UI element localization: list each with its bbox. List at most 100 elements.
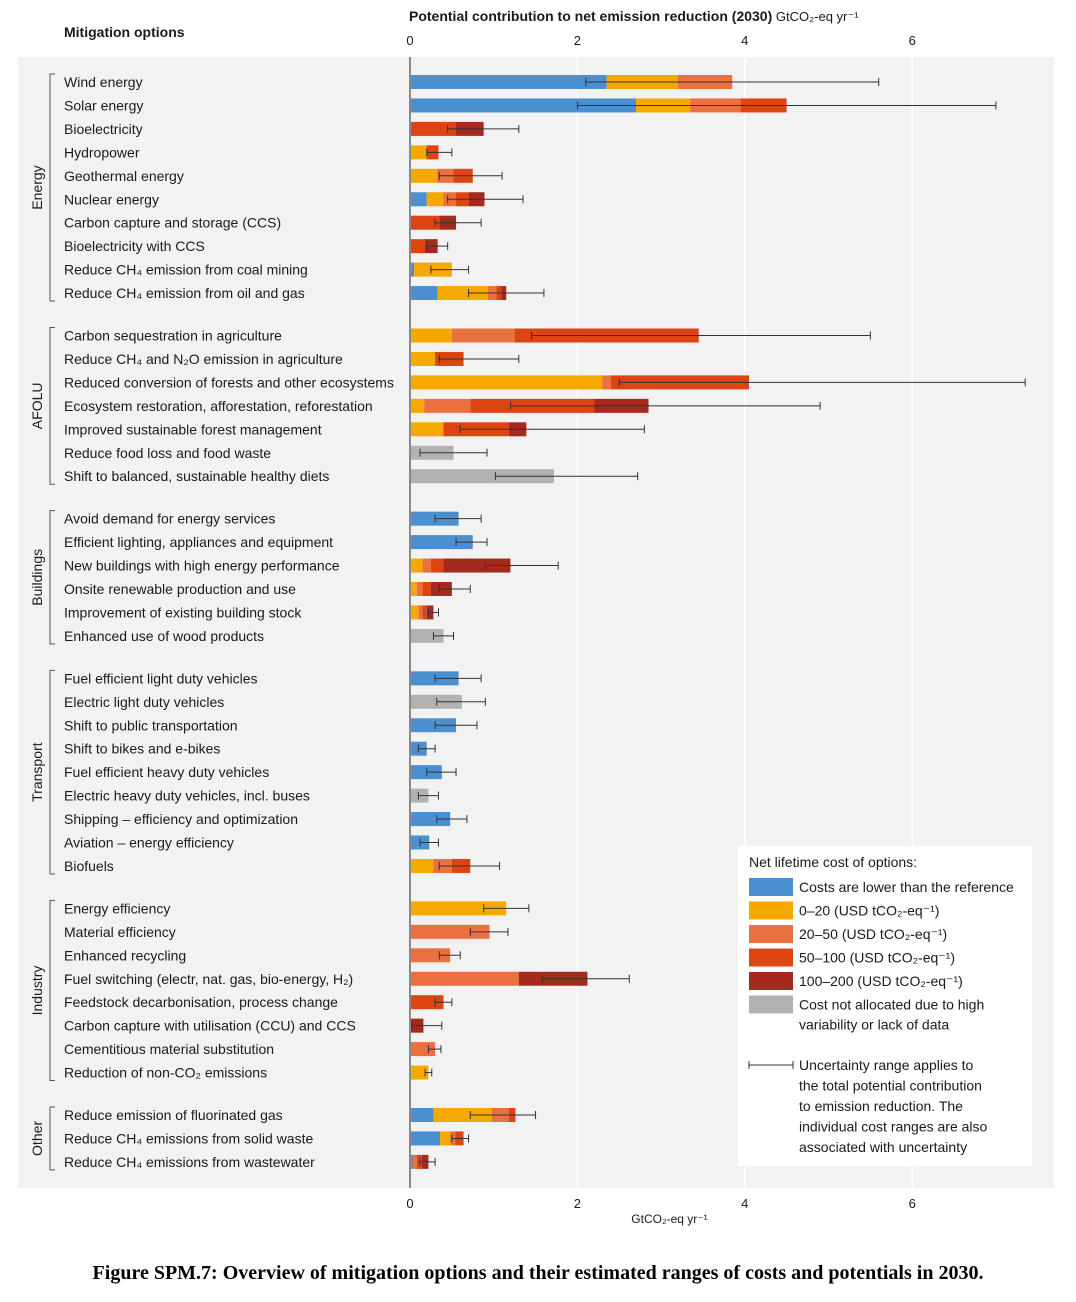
legend-label-line: 0–20 (USD tCO₂-eq⁻¹) xyxy=(799,903,939,919)
option-label: Biofuels xyxy=(64,858,114,874)
error-bar xyxy=(419,1157,436,1166)
legend-label-c0_20: 0–20 (USD tCO₂-eq⁻¹) xyxy=(799,903,939,919)
bar-segment-c0_20 xyxy=(410,582,417,596)
bar-segment-c0_20 xyxy=(410,1065,429,1080)
bar-segment-c0_20 xyxy=(410,328,452,343)
bar-segment-c20_50 xyxy=(412,1154,417,1169)
legend-note-line: Uncertainty range applies to xyxy=(799,1057,974,1073)
sector-label: Energy xyxy=(29,165,45,209)
legend-note-line: associated with uncertainty xyxy=(799,1139,967,1155)
bar-segment-c50_100 xyxy=(410,239,426,254)
option-label: Reduction of non-CO₂ emissions xyxy=(64,1065,267,1081)
option-label: Reduced conversion of forests and other … xyxy=(64,374,394,390)
sector-label: Buildings xyxy=(29,549,45,606)
option-label: Carbon sequestration in agriculture xyxy=(64,328,282,344)
legend-label-na: Cost not allocated due to high variabilit… xyxy=(799,997,984,1033)
bar-segment-c20_50 xyxy=(451,328,515,343)
option-label: Shipping – efficiency and optimization xyxy=(64,811,298,827)
x-tick-top-4: 4 xyxy=(741,33,748,48)
error-bar xyxy=(419,448,488,457)
legend-label-line: 50–100 (USD tCO₂-eq⁻¹) xyxy=(799,950,955,966)
legend-label-line: Costs are lower than the reference xyxy=(799,879,1014,895)
option-label: Improved sustainable forest management xyxy=(64,421,322,437)
x-tick-top-0: 0 xyxy=(406,33,413,48)
bar-segment-c0_20 xyxy=(410,398,425,413)
sector-label: Industry xyxy=(29,966,45,1016)
chart-title: Potential contribution to net emission r… xyxy=(409,8,859,24)
bar-segment-lower xyxy=(410,286,438,301)
error-bar xyxy=(417,744,436,753)
error-bar xyxy=(426,242,449,251)
option-label: Nuclear energy xyxy=(64,191,159,207)
bar-segment-c20_50 xyxy=(410,971,519,986)
option-label: Improvement of existing building stock xyxy=(64,604,302,620)
bar-segment-lower xyxy=(410,812,451,827)
row-header: Mitigation options xyxy=(64,24,185,40)
error-bar xyxy=(509,401,821,410)
error-bar xyxy=(447,124,520,133)
error-bar xyxy=(494,472,639,481)
legend-label-line: 100–200 (USD tCO₂-eq⁻¹) xyxy=(799,973,963,989)
option-label: Fuel switching (electr, nat. gas, bio-en… xyxy=(64,971,353,987)
error-bar xyxy=(576,101,997,110)
error-bar xyxy=(426,148,453,157)
legend-swatch-na xyxy=(749,995,793,1014)
error-bar xyxy=(541,974,630,983)
option-label: Hydropower xyxy=(64,144,140,160)
figure-caption: Figure SPM.7: Overview of mitigation opt… xyxy=(92,1262,984,1284)
sector-bracket xyxy=(49,1106,55,1171)
bar-segment-c50_100 xyxy=(410,121,457,136)
bar-segment-lower xyxy=(410,262,415,277)
option-label: Avoid demand for energy services xyxy=(64,511,275,527)
error-bar xyxy=(434,674,482,683)
option-label: Bioelectricity xyxy=(64,121,143,137)
option-label: Reduce CH₄ and N₂O emission in agricultu… xyxy=(64,351,343,367)
option-label: Carbon capture and storage (CCS) xyxy=(64,215,281,231)
option-label: Wind energy xyxy=(64,74,143,90)
option-label: Reduce CH₄ emission from coal mining xyxy=(64,262,308,278)
bar-segment-lower xyxy=(410,1154,413,1169)
bar-segment-c0_20 xyxy=(437,286,488,301)
error-bar xyxy=(432,631,455,640)
error-bar xyxy=(438,861,501,870)
legend-label-c20_50: 20–50 (USD tCO₂-eq⁻¹) xyxy=(799,926,947,942)
legend-swatch-c20_50 xyxy=(749,925,793,943)
x-axis-label: GtCO₂-eq yr⁻¹ xyxy=(631,1212,707,1226)
bar-segment-c20_50 xyxy=(424,398,471,413)
option-label: Carbon capture with utilisation (CCU) an… xyxy=(64,1018,356,1034)
legend-note-line: individual cost ranges are also xyxy=(799,1119,988,1135)
option-label: Shift to balanced, sustainable healthy d… xyxy=(64,468,329,484)
legend-label-lower: Costs are lower than the reference xyxy=(799,879,1014,895)
bar-segment-c0_20 xyxy=(410,422,444,437)
bar-segment-na xyxy=(410,469,554,484)
bar-segment-c0_20 xyxy=(410,375,603,390)
option-label: Reduce emission of fluorinated gas xyxy=(64,1107,283,1123)
error-bar xyxy=(411,1021,443,1030)
sector-label: Other xyxy=(29,1121,45,1156)
legend-label-line: 20–50 (USD tCO₂-eq⁻¹) xyxy=(799,926,947,942)
legend-label-c100_200: 100–200 (USD tCO₂-eq⁻¹) xyxy=(799,973,963,989)
bar-segment-c20_50 xyxy=(418,605,423,620)
bar-segment-c100_200 xyxy=(443,558,511,573)
bar-segment-na xyxy=(410,628,444,643)
bar-segment-c0_20 xyxy=(433,1108,493,1122)
option-label: Electric light duty vehicles xyxy=(64,694,224,710)
bar-segment-c0_20 xyxy=(410,558,423,573)
legend-label-line: Cost not allocated due to high xyxy=(799,997,984,1013)
bar-segment-lower xyxy=(410,1131,441,1146)
x-tick-bottom-4: 4 xyxy=(741,1196,748,1211)
error-bar xyxy=(530,331,871,340)
error-bar xyxy=(483,904,530,913)
option-label: Enhanced use of wood products xyxy=(64,628,264,644)
option-label: Shift to bikes and e-bikes xyxy=(64,741,220,757)
sector-label: Transport xyxy=(29,742,45,802)
sector-bracket xyxy=(49,899,55,1082)
bar-segment-lower xyxy=(410,511,459,526)
option-label: Feedstock decarbonisation, process chang… xyxy=(64,994,338,1010)
option-label: Material efficiency xyxy=(64,924,176,940)
bar-segment-c20_50 xyxy=(410,948,451,963)
error-bar xyxy=(427,1045,442,1054)
error-bar xyxy=(438,171,503,180)
error-bar xyxy=(618,378,1026,387)
chart-title-unit: GtCO₂-eq yr⁻¹ xyxy=(772,9,859,24)
